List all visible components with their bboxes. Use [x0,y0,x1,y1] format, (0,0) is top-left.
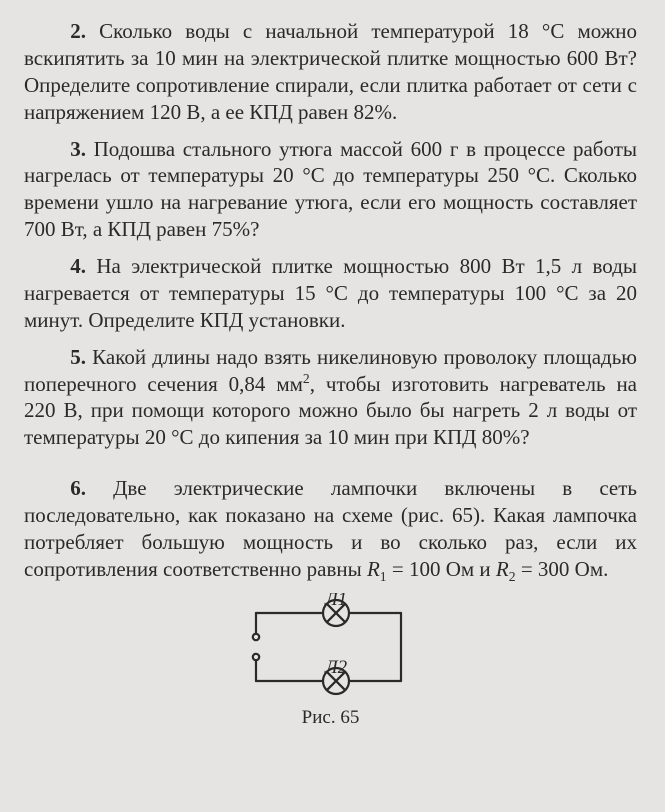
problem-2: 2. Сколько воды с начальной температурой… [24,18,637,126]
svg-text:Л1: Л1 [323,593,346,610]
problem-5-number: 5. [70,345,86,369]
section-gap [24,461,637,475]
problem-4-number: 4. [70,254,86,278]
circuit-diagram: Л1 Л2 [236,593,426,703]
problem-3-number: 3. [70,137,86,161]
problem-5-text: Какой длины надо взять никелиновую прово… [24,345,637,450]
problem-4: 4. На электрической плитке мощностью 800… [24,253,637,334]
figure-caption: Рис. 65 [24,707,637,729]
problem-3-text: Подошва стального утюга массой 600 г в п… [24,137,637,242]
problem-6: 6. Две электрические лампочки включены в… [24,475,637,583]
problem-5: 5. Какой длины надо взять никелиновую пр… [24,344,637,452]
problem-4-text: На электрической плитке мощностью 800 Вт… [24,254,637,332]
figure-65: Л1 Л2 Рис. 65 [24,593,637,729]
problem-2-text: Сколько воды с начальной температурой 18… [24,19,637,124]
page: 2. Сколько воды с начальной температурой… [0,0,665,812]
problem-2-number: 2. [70,19,86,43]
svg-text:Л2: Л2 [323,657,347,678]
problem-6-number: 6. [70,476,86,500]
problem-6-text: Две электрические лампочки включены в се… [24,476,637,581]
problem-3: 3. Подошва стального утюга массой 600 г … [24,136,637,244]
